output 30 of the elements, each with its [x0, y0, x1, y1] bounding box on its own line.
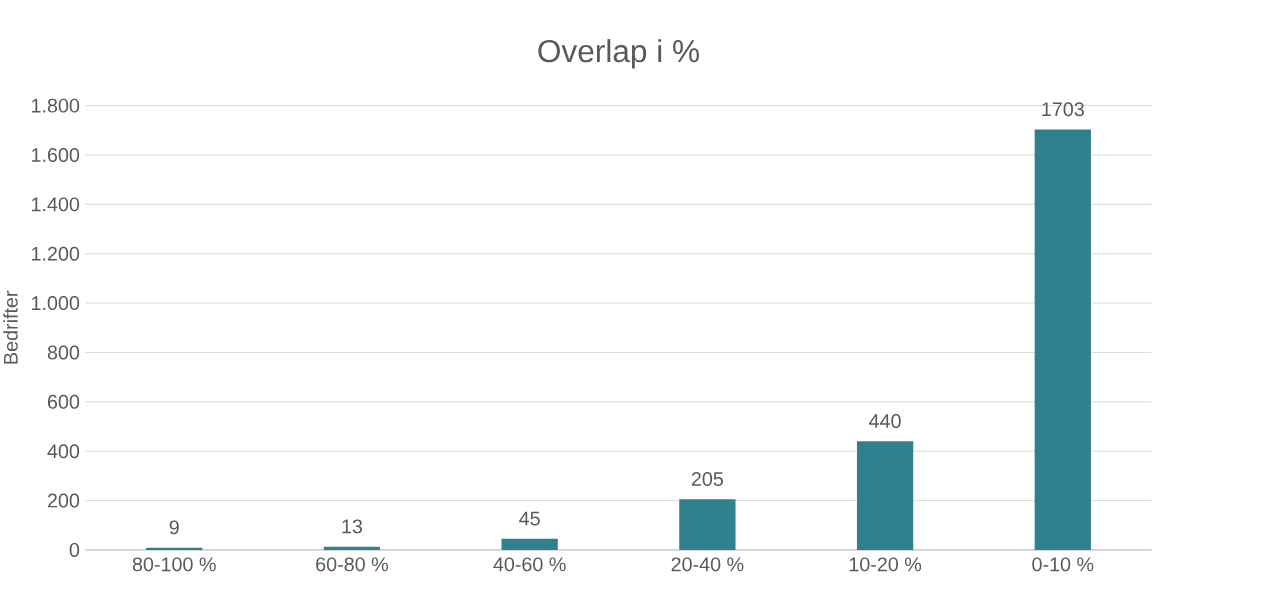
data-label: 205: [691, 471, 724, 486]
x-tick-label: 0-10 %: [1032, 557, 1094, 572]
bar: [856, 441, 914, 550]
x-tick-label: 20-40 %: [671, 557, 744, 572]
y-tick-label: 1.000: [32, 295, 80, 310]
data-label: 13: [342, 519, 363, 534]
y-tick-label: 1.600: [32, 147, 80, 162]
x-tick-label: 40-60 %: [493, 557, 566, 572]
bar: [323, 546, 381, 550]
x-tick-label: 60-80 %: [316, 557, 388, 572]
data-label: 1703: [1042, 102, 1084, 117]
data-label: 45: [519, 511, 540, 526]
y-tick-label: 800: [47, 345, 80, 360]
y-tick-label: 400: [47, 444, 80, 459]
bar: [1034, 129, 1091, 550]
data-label: 440: [869, 413, 901, 428]
bar: [501, 538, 558, 550]
data-label: 9: [169, 520, 179, 535]
y-axis-title: Bedrifter: [3, 290, 18, 364]
y-tick-label: 600: [47, 394, 80, 409]
y-tick-label: 1.400: [32, 197, 80, 212]
bar: [679, 499, 736, 550]
y-tick-label: 0: [69, 542, 80, 557]
y-tick-label: 1.200: [32, 246, 80, 261]
y-tick-label: 200: [47, 493, 80, 508]
x-tick-label: 80-100 %: [132, 557, 216, 572]
y-tick-label: 1.800: [32, 98, 80, 113]
bar: [146, 547, 203, 550]
x-tick-label: 10-20 %: [849, 557, 922, 572]
chart-title: Overlap i %: [538, 39, 699, 69]
